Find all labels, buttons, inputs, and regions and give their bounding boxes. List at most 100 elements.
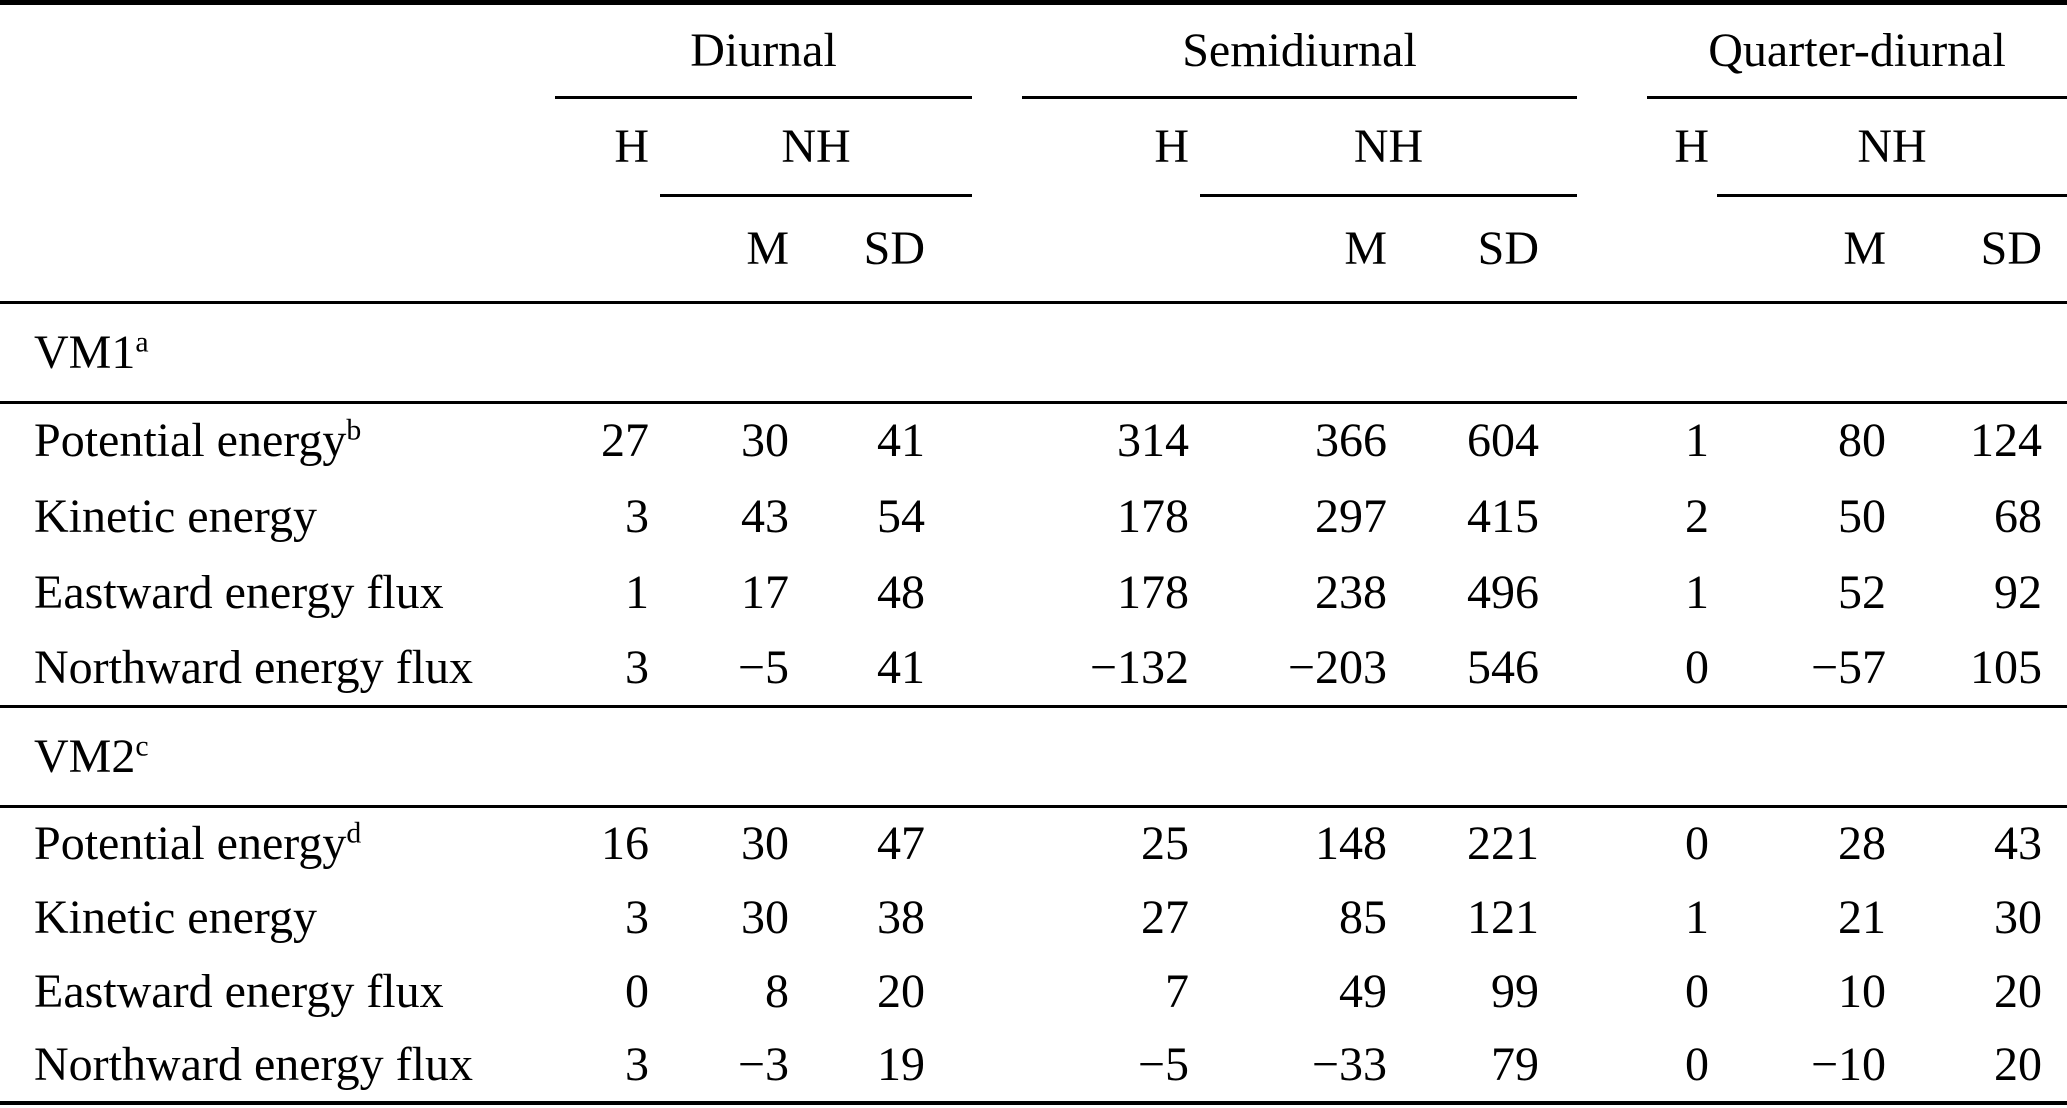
group-header-quarter-diurnal: Quarter-diurnal [1647, 2, 2067, 99]
cell-diurnal-m: 43 [741, 489, 789, 543]
subheader-row-m-sd: M SD M SD M SD [0, 195, 2067, 304]
col-header-diurnal-m: M [660, 195, 795, 304]
col-header-quarter-sd: SD [1897, 195, 2067, 304]
column-gap [1577, 807, 1647, 881]
cell-semidiurnal-m: 366 [1315, 414, 1387, 468]
col-header-diurnal-h: H [614, 120, 649, 174]
column-gap [1577, 631, 1647, 707]
section-header-vm2: VM2c [0, 705, 2067, 808]
cell-diurnal-m: 30 [741, 414, 789, 468]
column-gap [972, 403, 1022, 479]
cell-semidiurnal-h: 25 [1141, 817, 1189, 871]
cell-semidiurnal-sd: 221 [1467, 817, 1540, 871]
row-label-text: Kinetic energy [34, 489, 318, 543]
cell-quarter-h: 2 [1685, 489, 1710, 543]
cell-quarter-m: −10 [1810, 1037, 1887, 1091]
section-title: VM2c [0, 705, 2067, 808]
row-label: Eastward energy flux [0, 555, 555, 631]
cell-diurnal-m: 30 [741, 817, 789, 871]
column-gap [972, 807, 1022, 881]
cell-quarter-m: −57 [1810, 640, 1887, 694]
cell-quarter-h: 1 [1685, 414, 1710, 468]
row-label-text: Northward energy flux [34, 640, 473, 694]
col-header-diurnal-nh: NH [660, 97, 972, 197]
cell-semidiurnal-h: −132 [1089, 640, 1189, 694]
cell-quarter-sd: 20 [1994, 964, 2043, 1018]
row-label: Potential energyd [0, 807, 555, 881]
cell-quarter-m: 21 [1838, 890, 1887, 944]
cell-quarter-sd: 92 [1994, 565, 2043, 619]
cell-quarter-sd: 105 [1970, 640, 2043, 694]
cell-diurnal-h: 3 [625, 489, 649, 543]
cell-quarter-h: 0 [1685, 817, 1710, 871]
table-row: Eastward energy flux 1 17 48 178 238 496… [0, 555, 2067, 631]
cell-quarter-h: 0 [1685, 964, 1710, 1018]
column-gap [1577, 98, 1647, 196]
cell-quarter-sd: 68 [1994, 489, 2043, 543]
header-spacer [0, 3, 555, 98]
section-footnote-marker: a [135, 325, 149, 359]
cell-semidiurnal-m: 148 [1315, 817, 1387, 871]
section-header-vm1: VM1a [0, 301, 2067, 404]
col-header-diurnal-sd: SD [795, 195, 972, 304]
cell-semidiurnal-sd: 415 [1467, 489, 1540, 543]
cell-semidiurnal-m: −203 [1287, 640, 1387, 694]
row-label-text: Northward energy flux [34, 1037, 473, 1091]
col-header-semidiurnal-sd: SD [1395, 195, 1578, 304]
col-header-semidiurnal-h: H [1154, 120, 1189, 174]
row-label-text: Eastward energy flux [34, 964, 444, 1018]
column-gap [1577, 195, 1648, 304]
row-label: Kinetic energy [0, 881, 555, 955]
cell-semidiurnal-h: 314 [1117, 414, 1189, 468]
cell-semidiurnal-h: −5 [1137, 1037, 1189, 1091]
column-gap [972, 479, 1022, 555]
cell-diurnal-m: −3 [737, 1037, 789, 1091]
cell-quarter-m: 80 [1838, 414, 1887, 468]
cell-semidiurnal-sd: 604 [1467, 414, 1540, 468]
subheader-row-h-nh: H NH H NH H NH [0, 97, 2067, 197]
cell-semidiurnal-sd: 79 [1491, 1037, 1540, 1091]
column-gap [1577, 3, 1647, 98]
header-spacer [1022, 195, 1200, 304]
cell-quarter-sd: 20 [1994, 1037, 2043, 1091]
section-title-text: VM1 [34, 325, 136, 379]
row-footnote-marker: b [346, 413, 362, 447]
row-label-text: Kinetic energy [34, 890, 318, 944]
col-header-quarter-nh: NH [1717, 97, 2067, 197]
column-gap [972, 555, 1022, 631]
column-gap [972, 98, 1022, 196]
cell-semidiurnal-h: 27 [1141, 890, 1189, 944]
cell-diurnal-sd: 48 [877, 565, 925, 619]
cell-quarter-h: 0 [1685, 1037, 1710, 1091]
cell-quarter-sd: 43 [1994, 817, 2043, 871]
cell-semidiurnal-h: 178 [1117, 565, 1189, 619]
cell-diurnal-h: 3 [625, 640, 649, 694]
column-gap [972, 1029, 1022, 1103]
header-spacer [1647, 195, 1718, 304]
row-label: Potential energyb [0, 403, 555, 479]
group-header-diurnal: Diurnal [555, 2, 972, 99]
table-row: Northward energy flux 3 −5 41 −132 −203 … [0, 631, 2067, 707]
section-title-text: VM2 [34, 729, 136, 783]
table-row: Potential energyb 27 30 41 314 366 604 1… [0, 403, 2067, 479]
table-row: Northward energy flux 3 −3 19 −5 −33 79 … [0, 1029, 2067, 1103]
cell-quarter-m: 10 [1838, 964, 1887, 1018]
col-header-quarter-h: H [1674, 120, 1710, 174]
column-gap [1577, 881, 1647, 955]
cell-quarter-h: 0 [1685, 640, 1710, 694]
cell-diurnal-m: 30 [741, 890, 789, 944]
cell-diurnal-h: 27 [601, 414, 649, 468]
table-header: Diurnal Semidiurnal Quarter-diurnal H NH… [0, 2, 2067, 304]
cell-semidiurnal-m: 238 [1315, 565, 1387, 619]
cell-semidiurnal-m: −33 [1311, 1037, 1387, 1091]
row-label-text: Potential energy [34, 817, 347, 871]
cell-semidiurnal-m: 297 [1315, 489, 1387, 543]
row-label: Eastward energy flux [0, 955, 555, 1029]
column-gap [972, 631, 1022, 707]
cell-semidiurnal-h: 7 [1165, 964, 1189, 1018]
cell-diurnal-h: 0 [625, 964, 649, 1018]
cell-semidiurnal-m: 49 [1339, 964, 1387, 1018]
row-label: Northward energy flux [0, 631, 555, 707]
col-header-semidiurnal-m: M [1200, 195, 1395, 304]
group-header-semidiurnal: Semidiurnal [1022, 2, 1578, 99]
